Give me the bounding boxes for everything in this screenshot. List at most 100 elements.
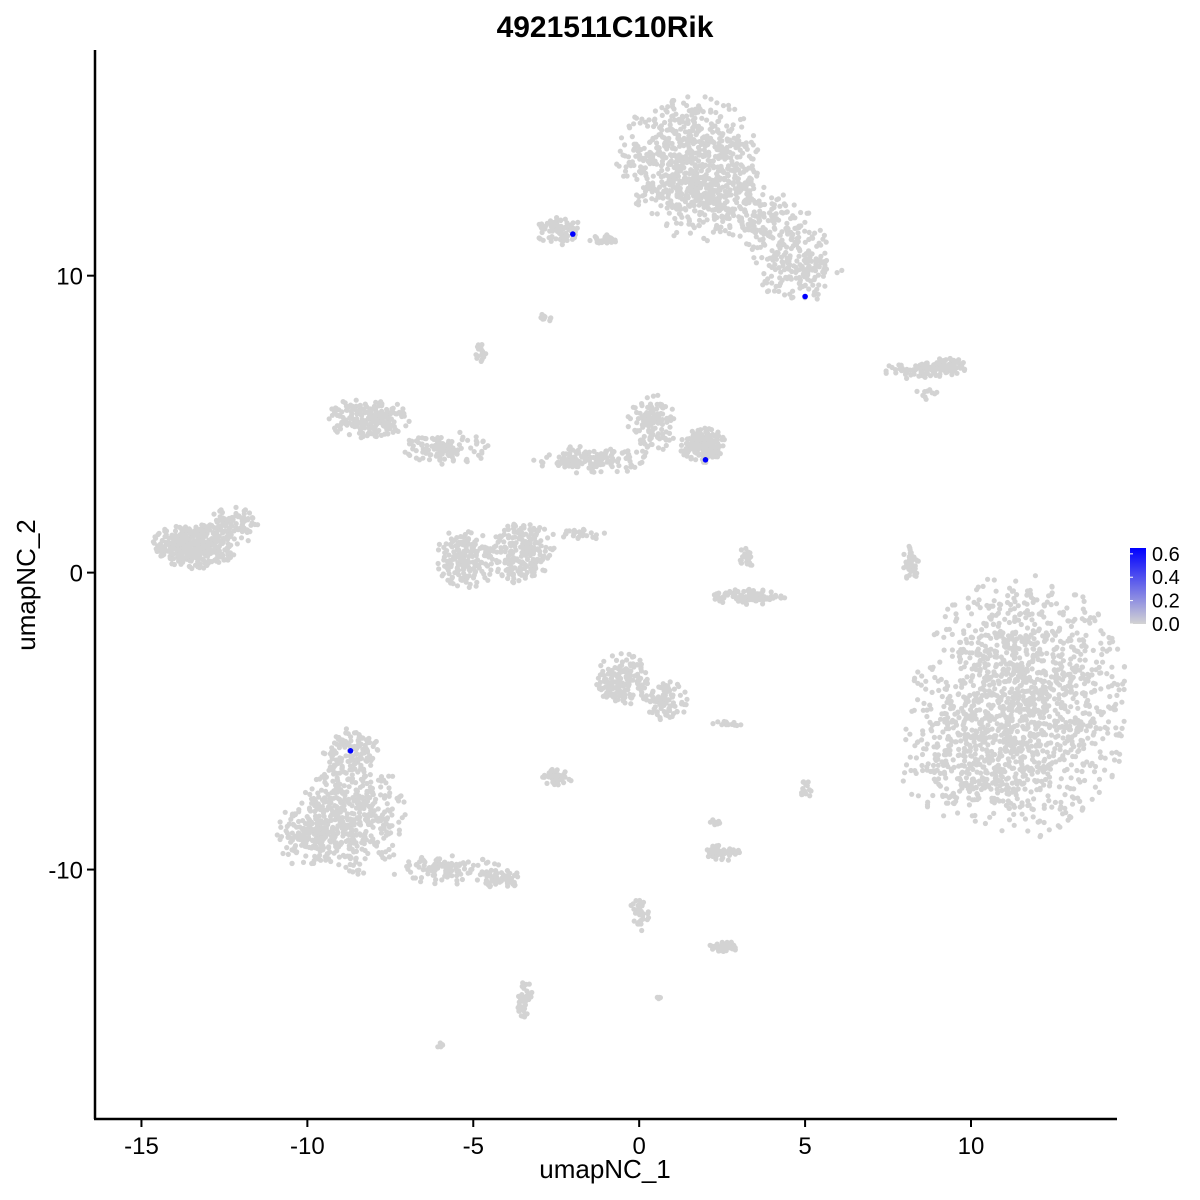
cell-point bbox=[1090, 647, 1096, 654]
cell-point bbox=[1041, 769, 1047, 775]
cell-point bbox=[737, 233, 743, 239]
cell-point bbox=[776, 265, 782, 271]
cell-point bbox=[1068, 704, 1074, 710]
cell-point bbox=[993, 663, 999, 669]
cell-point bbox=[306, 816, 312, 822]
cell-point bbox=[1053, 601, 1060, 607]
cell-point bbox=[384, 801, 390, 807]
cell-point bbox=[1014, 636, 1020, 642]
cell-point bbox=[945, 800, 951, 806]
cell-point bbox=[705, 157, 711, 163]
cell-point bbox=[1117, 751, 1123, 757]
cell-point bbox=[1024, 608, 1030, 614]
cell-point bbox=[674, 206, 680, 212]
cell-point bbox=[304, 837, 310, 844]
cell-point bbox=[356, 736, 362, 742]
cell-point bbox=[1002, 692, 1008, 698]
cell-point bbox=[653, 134, 659, 140]
cell-point bbox=[978, 633, 985, 639]
cell-point bbox=[685, 148, 692, 154]
cell-point bbox=[622, 142, 628, 148]
cell-point bbox=[346, 846, 352, 852]
cell-point bbox=[965, 698, 971, 705]
cell-point bbox=[777, 232, 783, 238]
cell-point bbox=[547, 552, 553, 559]
cell-point bbox=[367, 407, 373, 413]
cell-point bbox=[1012, 695, 1018, 702]
cell-point bbox=[390, 773, 396, 779]
cell-point bbox=[989, 726, 995, 732]
cell-point bbox=[662, 119, 668, 126]
cell-point bbox=[374, 747, 380, 753]
cell-point bbox=[933, 757, 939, 764]
cell-point bbox=[436, 541, 442, 548]
cell-point bbox=[764, 256, 771, 262]
cell-point bbox=[777, 203, 783, 209]
cell-point bbox=[202, 532, 209, 539]
cell-point bbox=[1022, 816, 1028, 822]
cell-point bbox=[168, 549, 174, 555]
cell-point bbox=[1020, 754, 1026, 760]
cell-point bbox=[992, 733, 998, 739]
cell-point bbox=[1096, 789, 1102, 796]
cell-point bbox=[671, 174, 677, 180]
cell-point bbox=[650, 173, 656, 179]
cell-point bbox=[173, 523, 179, 530]
cell-point bbox=[788, 215, 794, 222]
cell-point bbox=[704, 117, 710, 123]
cell-point bbox=[779, 237, 785, 243]
cell-point bbox=[250, 515, 256, 521]
cell-point bbox=[1072, 732, 1078, 738]
cell-point bbox=[802, 282, 808, 288]
cell-point bbox=[1002, 762, 1009, 768]
cell-point bbox=[1046, 783, 1053, 789]
cell-point bbox=[990, 780, 996, 786]
cell-point bbox=[1044, 749, 1050, 755]
cell-point bbox=[921, 700, 927, 707]
cell-point bbox=[678, 195, 685, 201]
cell-point bbox=[1080, 673, 1086, 679]
cell-point bbox=[981, 781, 987, 788]
cell-point bbox=[519, 550, 525, 556]
cell-point bbox=[969, 727, 975, 733]
cell-point bbox=[1057, 743, 1063, 749]
cell-point bbox=[965, 595, 971, 601]
cell-point bbox=[924, 802, 931, 808]
cell-point bbox=[280, 850, 286, 857]
cell-point bbox=[722, 156, 728, 162]
cell-point bbox=[634, 192, 640, 198]
cell-point bbox=[1022, 786, 1028, 792]
cell-point bbox=[621, 173, 627, 179]
cell-point bbox=[982, 688, 988, 694]
cell-point bbox=[309, 837, 316, 843]
cell-point bbox=[1024, 707, 1030, 713]
cell-point bbox=[801, 252, 807, 258]
cell-point bbox=[985, 742, 991, 748]
cell-point bbox=[1004, 650, 1010, 656]
cell-point bbox=[672, 117, 678, 123]
cell-point bbox=[1000, 630, 1006, 636]
cell-point bbox=[319, 825, 325, 831]
cell-point bbox=[211, 525, 217, 531]
cell-point bbox=[341, 769, 347, 775]
cell-point bbox=[1025, 777, 1031, 783]
cell-point bbox=[991, 669, 997, 675]
cell-point bbox=[757, 237, 763, 243]
cell-point bbox=[438, 435, 444, 441]
cell-point bbox=[1029, 806, 1035, 812]
cell-point bbox=[732, 106, 738, 112]
cell-point bbox=[388, 416, 394, 422]
cell-point bbox=[1004, 788, 1011, 794]
cell-point bbox=[724, 123, 730, 129]
cell-point bbox=[392, 411, 399, 417]
cell-point bbox=[920, 767, 926, 774]
cell-point bbox=[984, 669, 991, 675]
cell-point bbox=[468, 867, 474, 873]
cell-point bbox=[969, 717, 975, 723]
cell-point bbox=[1076, 742, 1082, 749]
cell-point bbox=[441, 456, 448, 462]
cell-point bbox=[1092, 618, 1098, 624]
cell-point bbox=[991, 795, 997, 802]
cell-point bbox=[503, 545, 509, 551]
cell-point bbox=[338, 787, 344, 793]
